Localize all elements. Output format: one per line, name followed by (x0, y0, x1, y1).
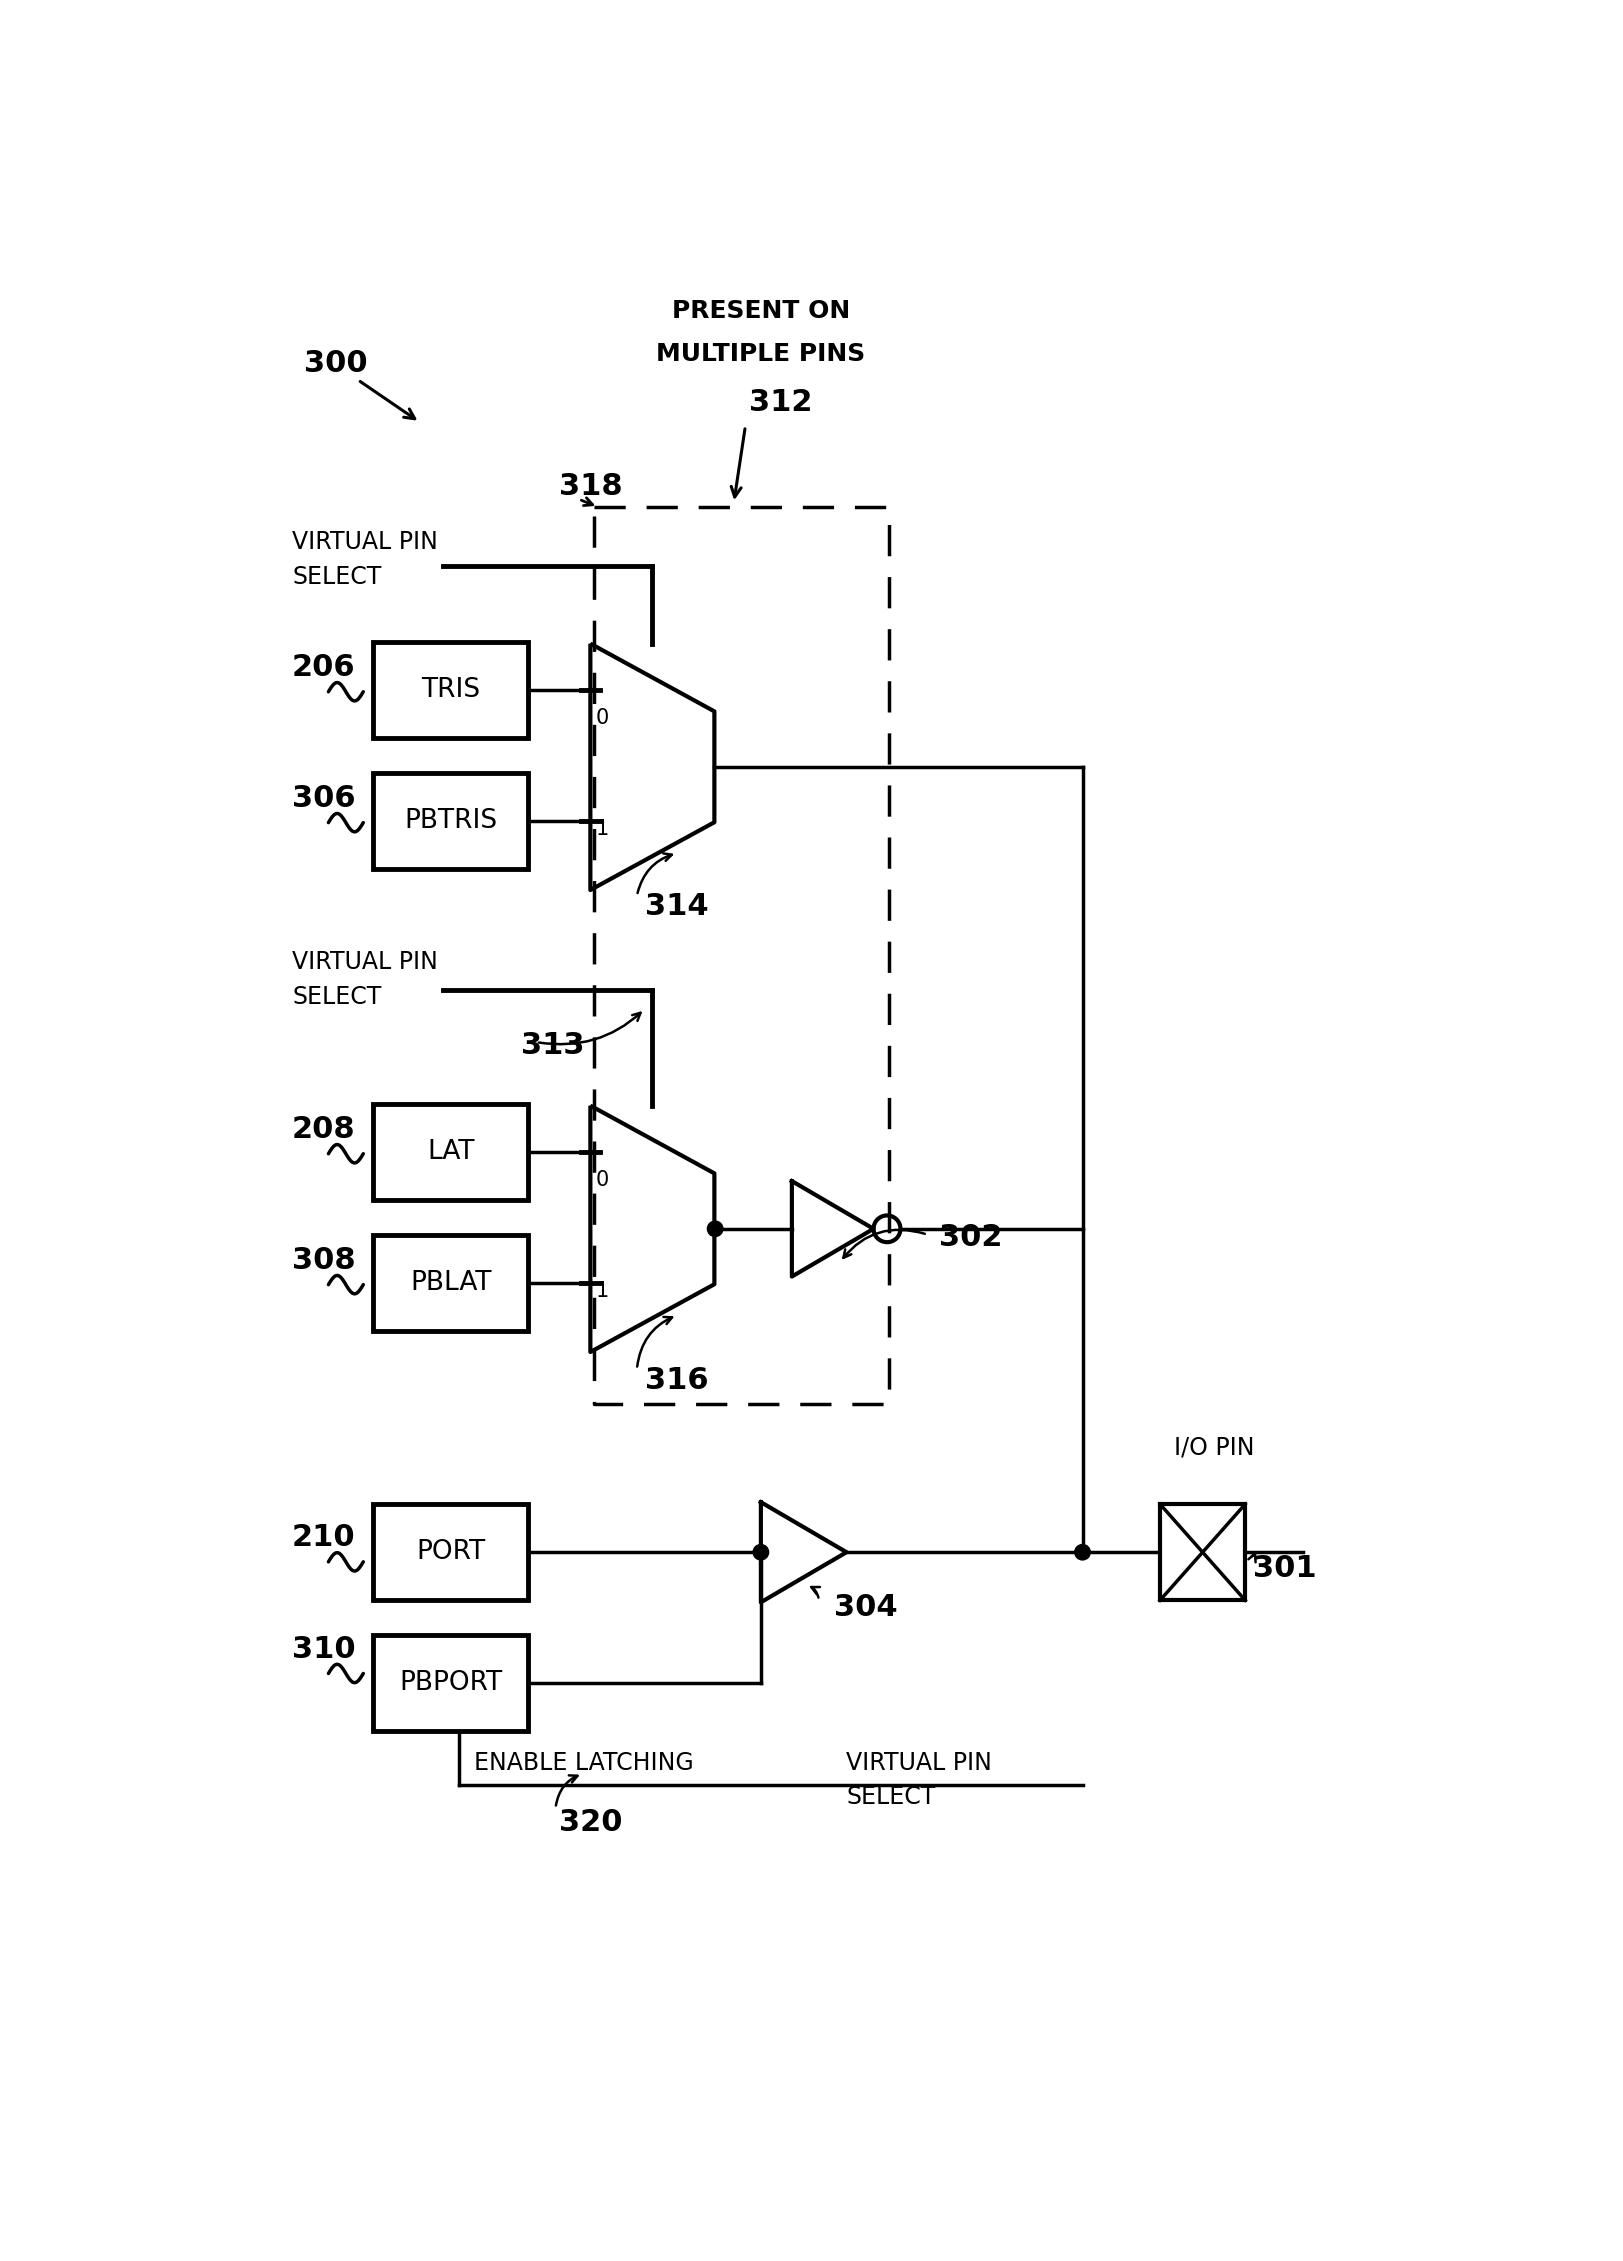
Text: PBLAT: PBLAT (411, 1271, 492, 1296)
Text: MULTIPLE PINS: MULTIPLE PINS (656, 341, 865, 366)
Text: 0: 0 (596, 708, 609, 728)
Text: 312: 312 (750, 387, 813, 416)
Text: PBTRIS: PBTRIS (404, 807, 497, 834)
Text: VIRTUAL PIN: VIRTUAL PIN (292, 950, 438, 974)
Text: SELECT: SELECT (292, 984, 381, 1008)
Bar (373, 1103, 529, 1201)
Text: 308: 308 (292, 1246, 355, 1275)
Text: 210: 210 (292, 1524, 355, 1553)
Text: 1: 1 (596, 1280, 609, 1300)
Text: 302: 302 (940, 1223, 1003, 1253)
Text: 320: 320 (560, 1809, 623, 1838)
Text: 0: 0 (596, 1169, 609, 1189)
Text: LAT: LAT (427, 1140, 474, 1164)
Circle shape (753, 1544, 769, 1560)
Bar (373, 1235, 529, 1332)
Bar (1160, 1504, 1245, 1601)
Text: 208: 208 (292, 1115, 355, 1144)
Text: 316: 316 (644, 1366, 708, 1395)
Bar (373, 1504, 529, 1601)
Text: VIRTUAL PIN: VIRTUAL PIN (292, 531, 438, 554)
Text: ENABLE LATCHING: ENABLE LATCHING (474, 1750, 695, 1775)
Text: 313: 313 (521, 1031, 584, 1060)
Bar (373, 773, 529, 868)
Text: VIRTUAL PIN: VIRTUAL PIN (846, 1750, 992, 1775)
Text: 206: 206 (292, 653, 355, 683)
Text: 300: 300 (304, 348, 367, 378)
Text: 301: 301 (1253, 1553, 1316, 1583)
Circle shape (1074, 1544, 1091, 1560)
Text: PRESENT ON: PRESENT ON (672, 298, 850, 323)
Bar (373, 1635, 529, 1732)
Text: TRIS: TRIS (422, 676, 480, 703)
Text: SELECT: SELECT (292, 565, 381, 588)
Circle shape (708, 1221, 722, 1237)
Text: 310: 310 (292, 1635, 355, 1664)
Text: PBPORT: PBPORT (399, 1671, 503, 1696)
Text: SELECT: SELECT (846, 1786, 935, 1809)
Text: I/O PIN: I/O PIN (1173, 1436, 1255, 1458)
Text: 1: 1 (596, 818, 609, 839)
Text: PORT: PORT (415, 1540, 485, 1565)
Text: 304: 304 (834, 1592, 898, 1621)
Text: 318: 318 (560, 473, 623, 502)
Text: 306: 306 (292, 785, 355, 814)
Text: 314: 314 (644, 893, 708, 920)
Bar (373, 642, 529, 737)
